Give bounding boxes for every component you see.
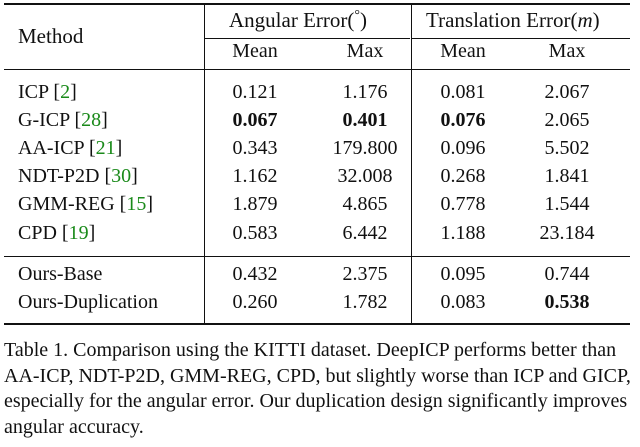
citation-link[interactable]: 30: [111, 165, 132, 187]
method-header: Method: [18, 24, 84, 48]
vline-1: [204, 4, 205, 324]
angular-error-header: Angular Error(°): [229, 8, 367, 32]
table-cell: 0.083: [440, 291, 486, 313]
table-cell: 1.544: [544, 193, 590, 215]
citation-link[interactable]: 15: [126, 193, 147, 215]
table-cell: 32.008: [337, 165, 393, 187]
table-cell: 0.081: [440, 81, 486, 103]
table-cell: 1.162: [232, 165, 278, 187]
subheader-angular-mean: Mean: [232, 40, 278, 62]
method-name: CPD: [18, 222, 57, 244]
table-row-method: GMM-REG [15]: [18, 193, 154, 215]
table-row-method: AA-ICP [21]: [18, 137, 123, 159]
vline-2: [411, 4, 412, 324]
table-cell: 1.176: [342, 81, 388, 103]
table-cell: 0.343: [232, 137, 278, 159]
method-name: Ours-Duplication: [18, 291, 158, 313]
translation-subrule: [412, 38, 630, 39]
table-cell: 1.188: [440, 222, 486, 244]
citation-link[interactable]: 21: [95, 137, 116, 159]
table-cell: 5.502: [544, 137, 590, 159]
method-name: Ours-Base: [18, 263, 103, 285]
subheader-angular-max: Max: [346, 40, 384, 62]
top-rule: [4, 3, 630, 5]
table-cell: 2.375: [342, 263, 388, 285]
table-row-method: Ours-Base: [18, 263, 102, 286]
table-cell: 6.442: [342, 222, 388, 244]
table-cell: 1.879: [232, 193, 278, 215]
table-cell: 0.744: [544, 263, 590, 285]
table-cell: 0.583: [232, 222, 278, 244]
table-cell: 0.067: [232, 109, 278, 131]
header-rule: [4, 69, 630, 70]
table-cell: 179.800: [332, 137, 398, 159]
table-cell: 23.184: [539, 222, 595, 244]
table-cell: 0.260: [232, 291, 278, 313]
table-cell: 0.538: [544, 291, 590, 313]
method-name: GMM-REG: [18, 193, 115, 215]
table-row-method: Ours-Duplication: [18, 291, 158, 314]
method-name: AA-ICP: [18, 137, 84, 159]
table-cell: 0.778: [440, 193, 486, 215]
table-row-method: G-ICP [28]: [18, 109, 108, 131]
table-cell: 0.121: [232, 81, 278, 103]
citation-link[interactable]: 2: [60, 81, 71, 103]
table-row-method: ICP [2]: [18, 81, 77, 103]
table-cell: 2.067: [544, 81, 590, 103]
method-name: G-ICP: [18, 109, 70, 131]
group-rule: [4, 256, 630, 257]
table-cell: 0.095: [440, 263, 486, 285]
subheader-translation-mean: Mean: [440, 40, 486, 62]
table-cell: 0.432: [232, 263, 278, 285]
table-row-method: CPD [19]: [18, 222, 96, 244]
table-cell: 0.401: [342, 109, 388, 131]
citation-link[interactable]: 28: [81, 109, 102, 131]
bottom-rule: [4, 323, 630, 325]
translation-error-header: Translation Error(m): [426, 8, 600, 32]
table-cell: 4.865: [342, 193, 388, 215]
table-cell: 0.096: [440, 137, 486, 159]
angular-subrule: [205, 38, 410, 39]
table-caption: Table 1. Comparison using the KITTI data…: [4, 339, 631, 438]
method-name: NDT-P2D: [18, 165, 100, 187]
subheader-translation-max: Max: [548, 40, 586, 62]
table-cell: 0.268: [440, 165, 486, 187]
table-cell: 2.065: [544, 109, 590, 131]
table-cell: 1.841: [544, 165, 590, 187]
table-cell: 0.076: [440, 109, 486, 131]
method-name: ICP: [18, 81, 49, 103]
citation-link[interactable]: 19: [68, 222, 89, 244]
table-cell: 1.782: [342, 291, 388, 313]
table-row-method: NDT-P2D [30]: [18, 165, 138, 187]
